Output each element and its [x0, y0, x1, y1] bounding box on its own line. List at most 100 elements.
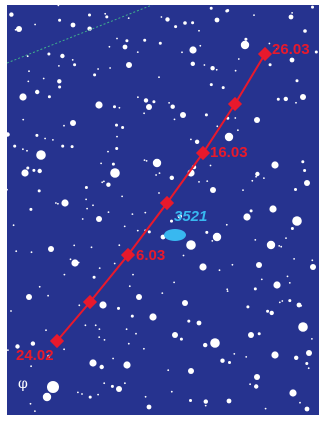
star — [146, 404, 152, 410]
star — [289, 57, 295, 63]
star — [234, 69, 237, 72]
star — [294, 188, 297, 191]
star — [35, 133, 39, 137]
star — [143, 347, 145, 350]
star — [88, 395, 92, 399]
star — [22, 148, 24, 151]
star — [254, 384, 259, 389]
star — [109, 67, 111, 69]
star — [37, 168, 42, 174]
star — [289, 389, 297, 397]
star — [14, 28, 17, 31]
star — [123, 361, 131, 369]
star — [214, 17, 220, 23]
star — [234, 117, 237, 119]
star — [291, 12, 293, 14]
star — [216, 125, 219, 128]
star — [210, 187, 216, 193]
path-marker — [195, 145, 211, 161]
star — [255, 171, 260, 177]
star — [209, 164, 212, 167]
star — [191, 21, 195, 25]
star — [257, 332, 261, 336]
star — [135, 332, 137, 335]
star — [132, 273, 134, 276]
star — [73, 244, 76, 247]
star — [126, 62, 132, 68]
star — [310, 264, 316, 270]
star — [198, 181, 200, 183]
date-label-26-03: 26.03 — [272, 41, 310, 58]
star — [55, 202, 57, 204]
star — [98, 267, 101, 269]
star — [58, 65, 60, 67]
star — [136, 294, 142, 300]
star — [146, 104, 152, 110]
star — [278, 301, 281, 304]
star — [225, 9, 229, 13]
star — [9, 12, 14, 17]
galaxy-label: 3521 — [174, 208, 208, 225]
star — [136, 51, 139, 53]
star — [264, 407, 267, 410]
star — [276, 97, 280, 101]
star — [121, 195, 123, 198]
star — [12, 224, 15, 227]
star — [92, 275, 96, 279]
star — [34, 410, 36, 412]
star — [127, 342, 130, 345]
star — [210, 338, 220, 348]
star — [145, 160, 148, 162]
star — [210, 66, 215, 71]
star — [108, 45, 111, 48]
star — [203, 64, 206, 66]
star — [7, 188, 8, 191]
star — [7, 349, 9, 351]
star — [81, 218, 84, 220]
star — [233, 353, 236, 355]
star — [107, 150, 109, 153]
star — [128, 285, 131, 288]
star — [253, 14, 255, 16]
star — [70, 145, 74, 149]
star — [165, 17, 170, 22]
star — [112, 357, 114, 360]
star — [228, 361, 231, 364]
star — [294, 355, 299, 360]
star — [29, 402, 32, 405]
star — [143, 112, 146, 115]
star — [244, 37, 248, 41]
star — [77, 261, 80, 264]
galaxy-marker — [164, 229, 186, 241]
star — [86, 207, 88, 210]
star — [205, 230, 209, 234]
date-label-6-03: 6.03 — [136, 247, 166, 264]
star — [93, 73, 97, 77]
star — [77, 391, 79, 394]
star — [22, 118, 25, 121]
star — [288, 14, 294, 20]
star — [300, 304, 303, 307]
star — [110, 168, 120, 178]
star — [199, 263, 207, 271]
star — [300, 94, 306, 100]
star — [311, 259, 314, 262]
star — [266, 240, 276, 250]
star — [61, 144, 65, 148]
star — [58, 18, 62, 22]
star — [251, 179, 254, 182]
star — [52, 139, 54, 141]
star — [168, 102, 171, 104]
star — [180, 112, 186, 118]
star — [124, 382, 126, 385]
star — [293, 258, 295, 260]
star — [70, 22, 76, 28]
star — [107, 211, 110, 214]
star — [106, 182, 111, 187]
star — [57, 202, 59, 205]
star — [15, 344, 20, 349]
star — [280, 245, 283, 248]
star — [143, 159, 146, 162]
star — [170, 104, 175, 109]
star — [98, 336, 101, 338]
